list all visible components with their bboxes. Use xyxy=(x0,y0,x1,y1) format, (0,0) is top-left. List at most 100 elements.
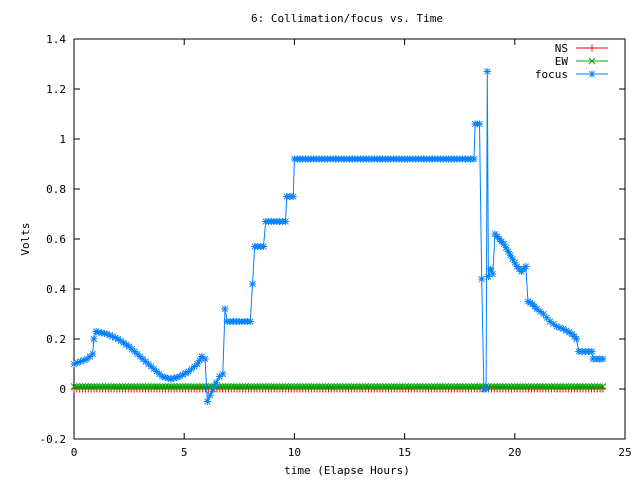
data-point xyxy=(179,371,187,379)
marker-stroke xyxy=(109,333,116,340)
legend-label-focus: focus xyxy=(535,68,568,81)
data-point xyxy=(585,383,593,390)
data-point xyxy=(250,383,258,390)
marker-stroke xyxy=(279,383,287,390)
data-point xyxy=(482,385,490,393)
marker-stroke xyxy=(99,383,106,390)
marker-stroke xyxy=(356,383,364,390)
data-point xyxy=(124,383,132,390)
marker-stroke xyxy=(525,383,532,390)
data-point xyxy=(289,193,297,200)
series-line xyxy=(73,71,603,402)
data-point xyxy=(282,383,289,390)
marker-stroke xyxy=(588,70,596,78)
data-point xyxy=(388,383,395,390)
data-point xyxy=(511,259,519,267)
data-point xyxy=(478,275,486,283)
data-point xyxy=(187,383,195,390)
data-point xyxy=(542,383,550,390)
data-point xyxy=(559,325,567,333)
data-point xyxy=(530,383,538,390)
x-tick-label: 25 xyxy=(618,446,631,459)
data-point xyxy=(539,383,547,390)
data-point xyxy=(198,353,206,360)
data-point xyxy=(299,383,307,390)
data-point xyxy=(316,383,324,390)
data-point xyxy=(156,383,164,390)
data-point xyxy=(533,383,541,390)
ticks-layer: 0 5 10 15 20 25 -0.2 0 0.2 0.4 0.6 0.8 1 1.2 1.4 xyxy=(40,33,632,459)
marker-stroke xyxy=(545,383,552,390)
marker-stroke xyxy=(496,383,504,390)
data-point xyxy=(307,383,315,390)
marker-stroke xyxy=(116,383,124,390)
marker-stroke xyxy=(588,348,596,355)
marker-stroke xyxy=(130,383,138,390)
data-point xyxy=(202,383,209,390)
data-point xyxy=(305,383,312,390)
marker-stroke xyxy=(362,383,369,390)
data-point xyxy=(262,383,269,390)
marker-stroke xyxy=(468,383,475,390)
marker-stroke xyxy=(98,329,105,336)
data-point xyxy=(87,383,95,390)
marker-stroke xyxy=(505,383,512,390)
marker-stroke xyxy=(112,334,119,341)
marker-stroke xyxy=(262,383,269,390)
data-point xyxy=(159,383,166,390)
data-point xyxy=(453,383,461,390)
data-point xyxy=(201,355,209,363)
marker-stroke xyxy=(556,324,564,331)
marker-stroke xyxy=(199,383,207,390)
marker-stroke xyxy=(70,360,78,368)
data-point xyxy=(110,383,118,390)
marker-stroke xyxy=(270,383,278,390)
marker-stroke xyxy=(313,383,321,390)
marker-stroke xyxy=(376,383,384,390)
data-point xyxy=(265,383,272,390)
marker-stroke xyxy=(242,383,249,390)
data-point xyxy=(433,383,441,390)
data-point xyxy=(122,383,129,390)
data-point xyxy=(596,383,604,390)
marker-stroke xyxy=(114,335,122,343)
marker-stroke xyxy=(84,383,92,390)
legend-marker-NS xyxy=(588,44,596,52)
data-point xyxy=(342,383,349,390)
marker-stroke xyxy=(490,383,498,390)
marker-stroke xyxy=(327,383,335,390)
data-point xyxy=(550,383,558,390)
marker-stroke xyxy=(202,383,209,390)
data-point xyxy=(422,383,430,390)
marker-stroke xyxy=(285,383,292,390)
data-point xyxy=(468,383,475,390)
data-point xyxy=(576,383,584,390)
data-point xyxy=(227,383,235,390)
marker-stroke xyxy=(448,383,455,390)
marker-stroke xyxy=(216,373,223,380)
data-point xyxy=(545,383,552,390)
data-point xyxy=(302,383,309,390)
marker-stroke xyxy=(136,383,144,390)
legend-label-NS: NS xyxy=(555,42,568,55)
y-tick-label: 1 xyxy=(59,133,66,146)
data-point xyxy=(525,383,532,390)
marker-stroke xyxy=(419,383,427,390)
marker-stroke xyxy=(325,383,332,390)
marker-stroke xyxy=(550,383,558,390)
data-point xyxy=(179,383,187,390)
data-point xyxy=(599,355,607,363)
marker-stroke xyxy=(428,383,435,390)
marker-stroke xyxy=(170,383,178,390)
marker-stroke xyxy=(162,383,169,390)
marker-stroke xyxy=(206,392,214,399)
marker-stroke xyxy=(236,383,244,390)
marker-stroke xyxy=(565,383,573,390)
data-point xyxy=(260,243,268,250)
marker-stroke xyxy=(543,314,550,321)
marker-stroke xyxy=(571,383,578,390)
legend-marker-focus xyxy=(588,70,596,78)
marker-stroke xyxy=(247,318,254,325)
marker-stroke xyxy=(253,383,261,390)
marker-stroke xyxy=(225,383,232,390)
